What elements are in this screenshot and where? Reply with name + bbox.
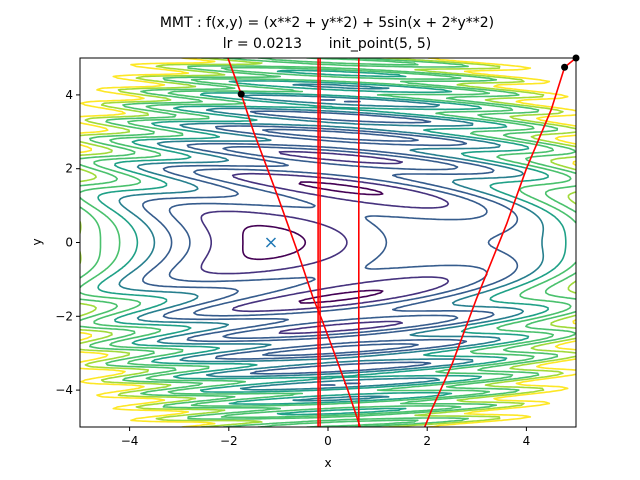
- path-point: [237, 90, 245, 98]
- contour-level: [118, 83, 545, 402]
- contour-level: [168, 128, 488, 357]
- x-axis-ticks: −4 −2 0 2 4: [121, 427, 530, 448]
- contour-lines: [80, 58, 576, 427]
- y-tick-label: −2: [55, 309, 73, 323]
- minimum-marker: [265, 237, 276, 248]
- x-tick-label: 4: [523, 434, 531, 448]
- y-tick-label: −4: [55, 383, 73, 397]
- contour-level: [242, 181, 384, 304]
- contour-level: [97, 69, 567, 416]
- contour-level: [200, 150, 450, 335]
- optimization-path: [423, 58, 576, 427]
- x-tick-label: 2: [423, 434, 431, 448]
- y-axis-label: y: [30, 238, 44, 245]
- x-tick-label: −4: [121, 434, 139, 448]
- optimization-paths: [227, 58, 576, 427]
- chart-title-line2: lr = 0.0213 init_point(5, 5): [223, 36, 431, 52]
- optimization-path: [227, 58, 361, 427]
- x-axis-label: x: [324, 456, 331, 470]
- x-tick-label: −2: [220, 434, 238, 448]
- y-tick-label: 0: [65, 236, 73, 250]
- y-tick-label: 2: [65, 162, 73, 176]
- chart-title-line1: MMT : f(x,y) = (x**2 + y**2) + 5sin(x + …: [160, 15, 494, 31]
- path-point: [561, 63, 569, 71]
- y-axis-ticks: −4 −2 0 2 4: [55, 88, 80, 397]
- y-tick-label: 4: [65, 88, 73, 102]
- x-tick-label: 0: [324, 434, 332, 448]
